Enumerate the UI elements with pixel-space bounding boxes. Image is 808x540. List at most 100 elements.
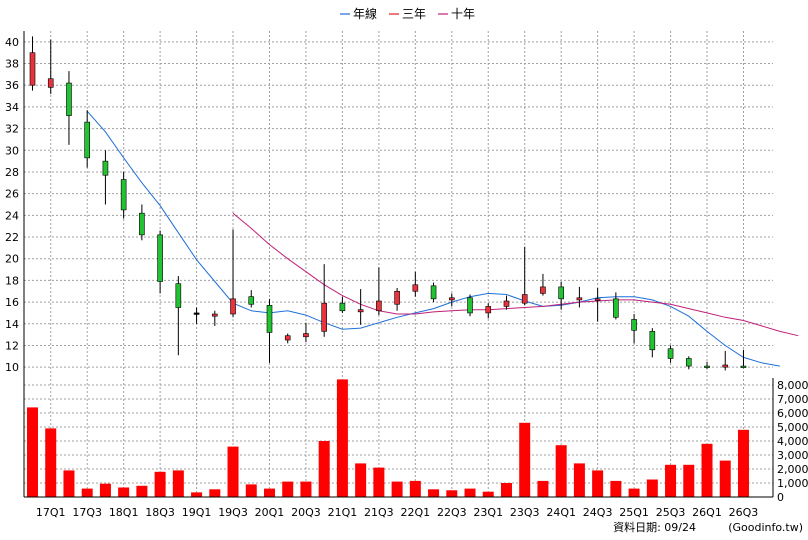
candle-body [722, 364, 729, 368]
candle-body [594, 298, 601, 301]
x-tick-label: 24Q3 [583, 506, 613, 519]
price-tick-label: 24 [5, 209, 19, 222]
candle-body [230, 298, 236, 315]
candle [102, 150, 109, 205]
candle-body [120, 179, 127, 211]
candle-body [321, 302, 327, 332]
volume-tick-label: 4,000 [777, 435, 808, 448]
volume-bar [482, 491, 494, 497]
x-tick-label: 22Q1 [401, 506, 431, 519]
volume-bar [45, 428, 57, 497]
candle [139, 204, 145, 241]
volume-bar [118, 487, 130, 497]
x-tick-label: 23Q1 [473, 506, 503, 519]
candle-body [29, 52, 36, 86]
volume-bar [537, 480, 549, 497]
candle [467, 294, 473, 317]
candle-body [521, 294, 528, 304]
volume-tick-label: 1,000 [777, 477, 808, 490]
candle [576, 286, 583, 308]
x-tick-label: 17Q3 [72, 506, 102, 519]
volume-bar [300, 481, 312, 497]
volume-bar [409, 480, 421, 497]
volume-bar [737, 429, 749, 497]
candle [540, 273, 546, 296]
price-tick-label: 30 [5, 144, 19, 157]
volume-tick-label: 3,000 [777, 449, 808, 462]
candle-body [485, 306, 492, 314]
price-tick-label: 38 [5, 58, 19, 71]
candle [284, 333, 291, 344]
candle-body [740, 365, 747, 368]
legend: 年線 三年 十年 [340, 6, 475, 21]
x-tick-label: 24Q1 [546, 506, 576, 519]
candle [631, 314, 637, 344]
candle [485, 303, 492, 319]
x-tick-label: 26Q3 [729, 506, 759, 519]
candle [303, 322, 309, 343]
footer-date-text: 資料日期: 09/24 [613, 520, 696, 534]
volume-bar [373, 467, 385, 497]
volume-bar [81, 488, 93, 497]
candle [558, 281, 564, 310]
volume-bar [683, 464, 695, 497]
x-tick-label: 18Q1 [109, 506, 139, 519]
volume-bar [318, 441, 330, 497]
price-grid [24, 31, 773, 497]
candle [394, 287, 400, 311]
volume-bar [263, 488, 275, 497]
volume-tick-label: 2,000 [777, 463, 808, 476]
candle-body [576, 297, 583, 301]
candle [193, 307, 200, 324]
candle [722, 350, 729, 371]
legend-label: 三年 [402, 7, 426, 21]
candle-body [102, 160, 109, 176]
x-tick-label: 25Q3 [656, 506, 686, 519]
volume-bar [519, 422, 531, 497]
candle [66, 71, 72, 145]
candle [212, 310, 218, 326]
volume-tick-label: 7,000 [777, 393, 808, 406]
candle-body [631, 319, 637, 331]
price-tick-label: 32 [5, 123, 19, 136]
x-tick-label: 19Q1 [182, 506, 212, 519]
axes: 10 12 14 16 18 20 22 24 26 28 30 32 34 36 38 40 01,0002,… [5, 31, 808, 519]
candle-body [394, 290, 400, 305]
moving-average-lines [86, 110, 799, 367]
volume-bar [191, 492, 203, 497]
candle-body [175, 283, 182, 308]
volume-bar [209, 489, 221, 497]
volume-bar [592, 470, 604, 497]
price-tick-label: 10 [5, 361, 19, 374]
x-tick-label: 21Q1 [328, 506, 358, 519]
footer-source-text: (Goodinfo.tw) [728, 521, 803, 534]
candle-body [284, 335, 291, 341]
candle [230, 229, 236, 318]
x-tick-label: 23Q3 [510, 506, 540, 519]
volume-bar [172, 470, 184, 497]
candlesticks [29, 36, 747, 371]
series-line-年線 [86, 110, 780, 367]
volume-bar [391, 481, 403, 497]
candle-body [467, 297, 473, 314]
candle [740, 349, 747, 369]
candle-body [430, 285, 437, 300]
price-tick-label: 18 [5, 274, 19, 287]
volume-bar [500, 483, 512, 497]
candle [357, 289, 364, 325]
x-tick-label: 25Q1 [619, 506, 649, 519]
candle [521, 246, 528, 306]
candle-body [649, 331, 656, 351]
candle [120, 171, 127, 219]
volume-grid [24, 384, 773, 498]
price-tick-label: 40 [5, 36, 19, 49]
x-tick-label: 18Q3 [145, 506, 175, 519]
candle-body [193, 312, 200, 315]
candle-body [412, 284, 419, 292]
volume-bar [665, 464, 677, 497]
candle [649, 328, 656, 358]
candle [321, 264, 327, 337]
volume-bar [428, 489, 440, 497]
